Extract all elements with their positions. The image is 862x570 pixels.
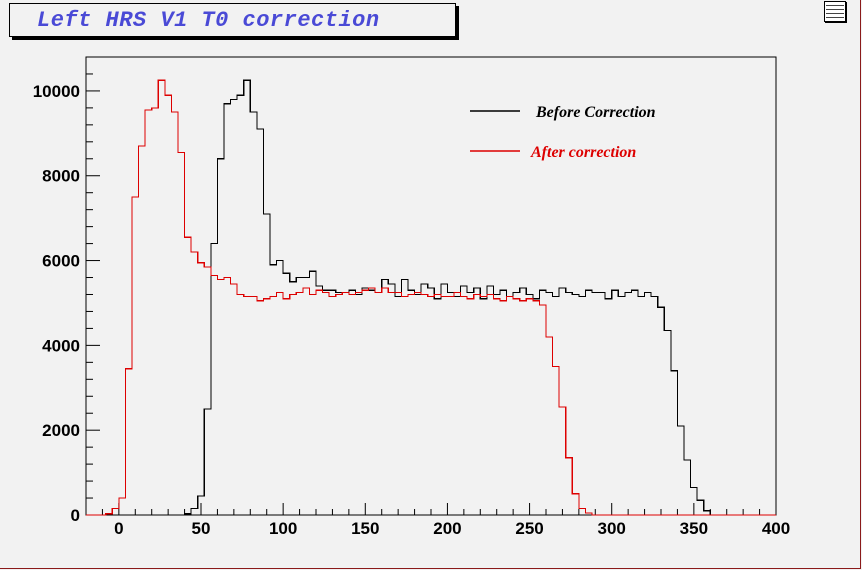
y-tick-label: 4000 [42, 336, 80, 355]
legend: Before Correction After correction [470, 104, 656, 161]
plot-frame [85, 56, 777, 516]
y-tick-label: 6000 [42, 252, 80, 271]
title-box: Left HRS V1 T0 correction [9, 3, 456, 37]
series-line-before-correction [86, 79, 776, 516]
stats-box-icon[interactable] [824, 1, 846, 22]
y-tick-label: 10000 [33, 82, 80, 101]
chart-title: Left HRS V1 T0 correction [37, 8, 380, 33]
x-tick-label: 350 [680, 519, 708, 538]
x-tick-label: 250 [515, 519, 543, 538]
x-tick-label: 50 [192, 519, 211, 538]
x-tick-label: 400 [762, 519, 790, 538]
y-tick-label: 2000 [42, 421, 80, 440]
axes: 0 50 100 150 200 250 300 350 4000200040006000800… [33, 56, 790, 538]
legend-label: After correction [530, 144, 636, 161]
x-tick-label: 150 [351, 519, 379, 538]
series-layer [86, 79, 776, 516]
x-tick-label: 200 [433, 519, 461, 538]
y-tick-label: 0 [71, 506, 80, 525]
x-tick-label: 0 [114, 519, 123, 538]
y-tick-label: 8000 [42, 167, 80, 186]
x-tick-label: 300 [598, 519, 626, 538]
x-tick-label: 100 [269, 519, 297, 538]
series-line-after-correction [86, 79, 776, 516]
legend-label: Before Correction [535, 104, 656, 121]
